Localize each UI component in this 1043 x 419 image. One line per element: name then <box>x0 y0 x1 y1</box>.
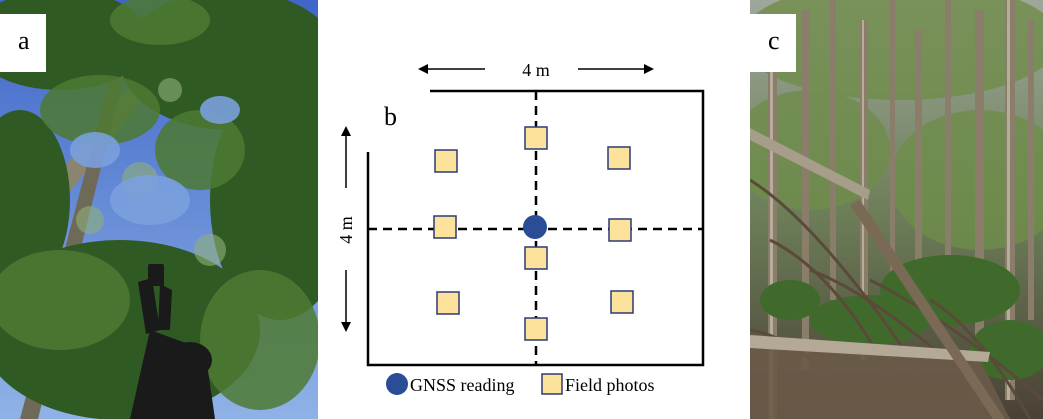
canopy-photo <box>0 0 318 419</box>
field-photo-marker <box>608 218 632 242</box>
photo-panel-c: c <box>750 0 1043 419</box>
sampling-diagram: 4 m 4 m b GNSS reading Field photo <box>336 60 705 395</box>
photo-panel-a: a <box>0 0 318 419</box>
panel-label-c: c <box>750 14 796 72</box>
width-label: 4 m <box>522 60 550 80</box>
field-photo-marker <box>434 149 458 173</box>
gnss-marker <box>523 215 547 239</box>
mangrove-photo <box>750 0 1043 419</box>
legend-gnss-icon <box>386 373 408 395</box>
field-photo-marker <box>610 290 634 314</box>
field-photo-marker <box>436 291 460 315</box>
field-photo-marker <box>607 146 631 170</box>
legend-photo-label: Field photos <box>565 375 655 395</box>
panel-label-a: a <box>0 14 46 72</box>
height-label: 4 m <box>336 216 356 244</box>
legend-gnss-label: GNSS reading <box>410 375 515 395</box>
plot-diagram: 4 m 4 m b GNSS reading Field photo <box>330 0 740 419</box>
field-photo-marker <box>524 317 548 341</box>
field-photo-marker <box>524 126 548 150</box>
field-photo-marker <box>433 215 457 239</box>
field-photo-marker <box>524 246 548 270</box>
legend-photo-icon <box>541 373 563 395</box>
plot-boundary <box>366 89 705 367</box>
panel-label-b: b <box>384 102 397 131</box>
